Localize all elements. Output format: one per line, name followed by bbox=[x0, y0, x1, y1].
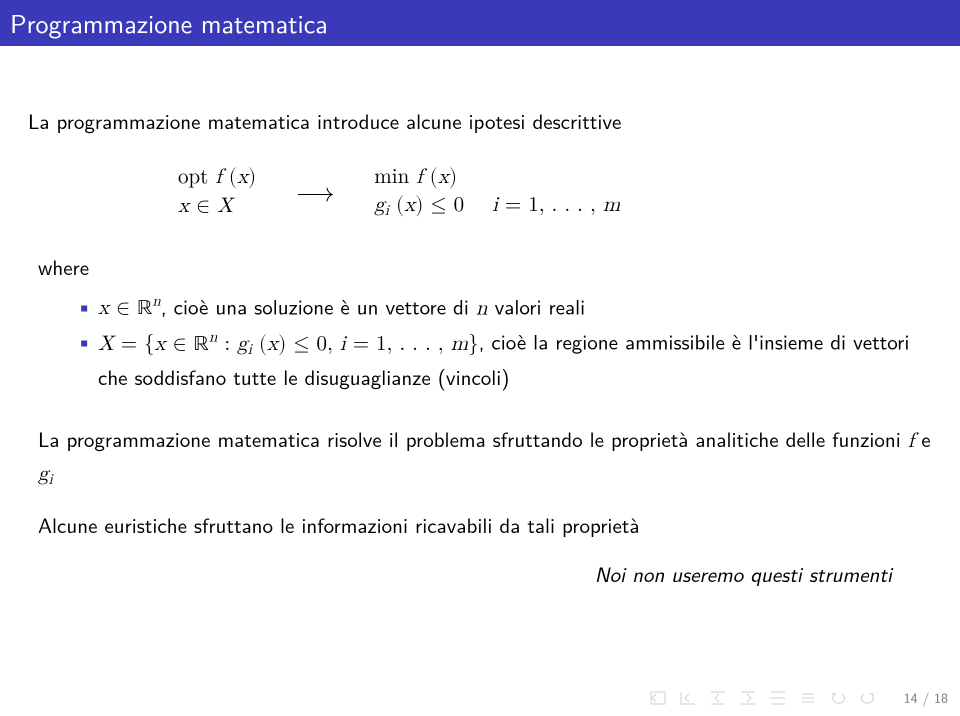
slide-header: Programmazione matematica bbox=[0, 0, 960, 46]
page-number: 14 / 18 bbox=[904, 688, 948, 708]
paragraph-2: Alcune euristiche sfruttano le informazi… bbox=[38, 510, 932, 542]
list-item: X = {x ∈ ℝn : gi (x) ≤ 0, i = 1, . . . ,… bbox=[76, 325, 932, 393]
footer: 14 / 18 bbox=[650, 688, 948, 708]
nav-menu-icon[interactable] bbox=[800, 691, 816, 705]
intro-text: La programmazione matematica introduce a… bbox=[28, 106, 932, 136]
nav-back-icon[interactable] bbox=[710, 691, 726, 705]
bullet-list: x ∈ ℝn, cioè una soluzione è un vettore … bbox=[76, 290, 932, 394]
bullet1-text2: valori reali bbox=[488, 291, 586, 321]
nav-redo-icon[interactable] bbox=[860, 691, 876, 705]
nav-undo-icon[interactable] bbox=[830, 691, 846, 705]
arrow-icon: ⟶ bbox=[296, 175, 334, 210]
closing-remark: Noi non useremo questi strumenti bbox=[28, 559, 892, 589]
paragraph-1: La programmazione matematica risolve il … bbox=[38, 424, 932, 492]
formula-right: min f (x) gi (x) ≤ 0 i = 1, . . . , m bbox=[374, 164, 620, 222]
where-label: where bbox=[38, 252, 932, 282]
formula-left: opt f (x) x ∈ X bbox=[178, 164, 256, 221]
bullet1-text1: , cioè una soluzione è un vettore di bbox=[161, 291, 476, 321]
nav-fwd-icon[interactable] bbox=[740, 691, 756, 705]
list-item: x ∈ ℝn, cioè una soluzione è un vettore … bbox=[76, 290, 932, 326]
slide-title: Programmazione matematica bbox=[10, 4, 328, 42]
nav-prev-icon[interactable] bbox=[680, 691, 696, 705]
slide-body: La programmazione matematica introduce a… bbox=[0, 46, 960, 589]
nav-next-icon[interactable] bbox=[770, 691, 786, 705]
nav-first-icon[interactable] bbox=[650, 691, 666, 705]
formula-block: opt f (x) x ∈ X ⟶ min f (x) gi (x) ≤ 0 i… bbox=[28, 164, 932, 222]
nav-icons bbox=[650, 691, 876, 705]
